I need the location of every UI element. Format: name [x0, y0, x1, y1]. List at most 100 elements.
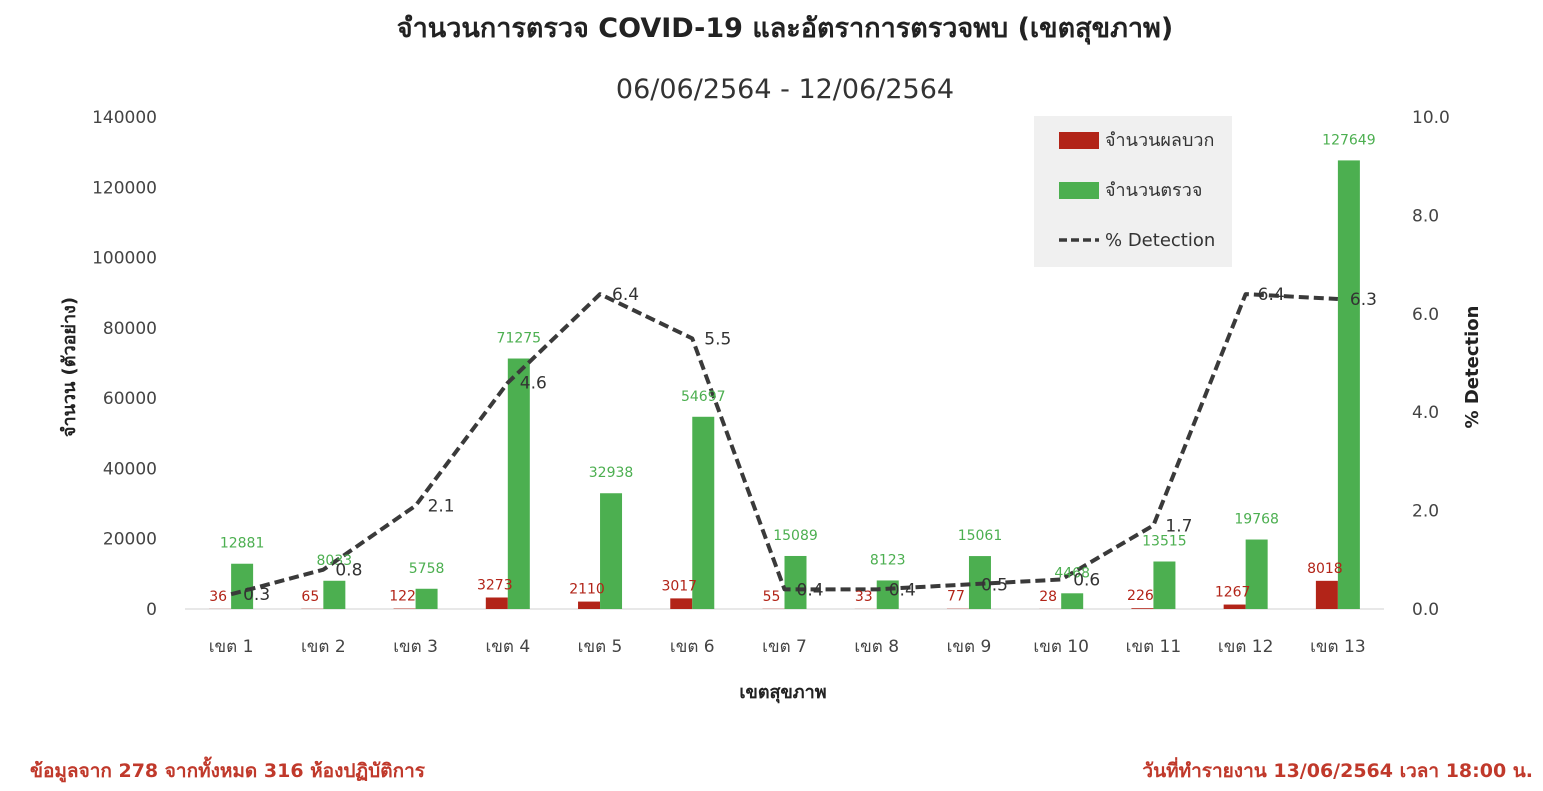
bar-positive [1223, 604, 1246, 609]
label-tested: 12881 [220, 536, 265, 552]
label-detection: 6.3 [1350, 290, 1377, 310]
y-tick-label: 20000 [103, 530, 157, 550]
legend: จำนวนผลบวก จำนวนตรวจ % Detection [1034, 116, 1232, 267]
category-label: เขต 3 [393, 637, 438, 657]
label-tested: 5758 [409, 561, 445, 577]
chart-subtitle: 06/06/2564 - 12/06/2564 [616, 74, 954, 105]
bar-tested [507, 358, 530, 609]
label-detection: 2.1 [428, 497, 455, 517]
label-detection: 0.5 [981, 575, 1008, 595]
bar-positive [578, 601, 601, 609]
left-axis: 0 20000 40000 60000 80000 100000 120000 140000 [92, 108, 157, 620]
label-tested: 19768 [1234, 512, 1279, 528]
category-label: เขต 11 [1126, 637, 1182, 657]
label-positive: 55 [763, 589, 781, 605]
label-positive: 226 [1127, 588, 1154, 604]
legend-swatch-tested [1059, 182, 1099, 199]
y-axis-title: จำนวน (ตัวอย่าง) [59, 297, 80, 437]
data-labels: 36 12881 65 8033 122 5758 3273 71275 2110 32938 30… [209, 132, 1377, 605]
y-tick-label: 140000 [92, 108, 157, 128]
category-label: เขต 1 [209, 637, 254, 657]
bar-tested [1061, 593, 1084, 609]
label-positive: 33 [855, 589, 873, 605]
y-tick-label: 120000 [92, 178, 157, 198]
y2-tick-label: 2.0 [1412, 502, 1439, 522]
chart: จำนวนการตรวจ COVID-19 และอัตราการตรวจพบ … [59, 13, 1483, 704]
label-positive: 8018 [1307, 561, 1343, 577]
label-positive: 77 [947, 589, 965, 605]
bar-positive [670, 598, 693, 609]
footer-source-note: ข้อมูลจาก 278 จากทั้งหมด 316 ห้องปฏิบัติ… [30, 760, 425, 782]
category-label: เขต 9 [947, 637, 992, 657]
category-label: เขต 5 [578, 637, 623, 657]
label-tested: 4468 [1054, 565, 1090, 581]
label-positive: 36 [209, 589, 227, 605]
label-positive: 3273 [477, 577, 513, 593]
category-label: เขต 12 [1218, 637, 1274, 657]
category-label: เขต 7 [762, 637, 807, 657]
y-tick-label: 0 [146, 600, 157, 620]
legend-label-tested: จำนวนตรวจ [1105, 180, 1202, 201]
label-detection: 0.4 [797, 580, 824, 600]
label-tested: 15061 [958, 528, 1003, 544]
detection-line-path [230, 292, 1338, 597]
category-labels: เขต 1 เขต 2 เขต 3 เขต 4 เขต 5 เขต 6 เขต 7 เขต 8… [209, 637, 1366, 657]
label-tested: 8033 [317, 553, 353, 569]
y2-tick-label: 6.0 [1412, 305, 1439, 325]
bar-positive [1315, 580, 1338, 609]
category-label: เขต 8 [854, 637, 899, 657]
detection-line [230, 292, 1338, 597]
bar-tested [692, 416, 715, 609]
label-tested: 127649 [1322, 132, 1375, 148]
label-positive: 122 [389, 589, 416, 605]
y2-tick-label: 4.0 [1412, 403, 1439, 423]
legend-label-detection: % Detection [1105, 230, 1215, 251]
label-tested: 54697 [681, 389, 726, 405]
label-positive: 1267 [1215, 585, 1251, 601]
bar-tested [784, 555, 807, 609]
bar-tested [1153, 561, 1176, 609]
label-tested: 8123 [870, 552, 906, 568]
bar-tested [415, 588, 438, 609]
label-detection: 6.4 [1258, 285, 1285, 305]
label-positive: 3017 [661, 578, 697, 594]
label-detection: 5.5 [704, 329, 731, 349]
label-positive: 65 [301, 589, 319, 605]
category-label: เขต 13 [1310, 637, 1366, 657]
chart-title: จำนวนการตรวจ COVID-19 และอัตราการตรวจพบ … [397, 13, 1173, 45]
label-tested: 71275 [497, 331, 542, 347]
bar-tested [323, 580, 346, 609]
y-tick-label: 60000 [103, 389, 157, 409]
category-label: เขต 10 [1033, 637, 1089, 657]
category-label: เขต 2 [301, 637, 346, 657]
bar-tested [231, 563, 254, 609]
legend-swatch-positive [1059, 132, 1099, 149]
right-axis: 0.0 2.0 4.0 6.0 8.0 10.0 [1412, 108, 1450, 620]
y2-tick-label: 10.0 [1412, 108, 1450, 128]
x-axis-title: เขตสุขภาพ [739, 682, 826, 704]
legend-label-positive: จำนวนผลบวก [1105, 130, 1214, 151]
y2-tick-label: 8.0 [1412, 206, 1439, 226]
bar-tested [600, 493, 623, 609]
category-label: เขต 4 [485, 637, 530, 657]
bar-positive [485, 597, 508, 609]
label-tested: 13515 [1142, 534, 1187, 550]
label-tested: 15089 [773, 528, 818, 544]
category-label: เขต 6 [670, 637, 715, 657]
label-detection: 6.4 [612, 285, 639, 305]
y-tick-label: 80000 [103, 319, 157, 339]
label-detection: 4.6 [520, 374, 547, 394]
y-tick-label: 40000 [103, 459, 157, 479]
label-tested: 32938 [589, 465, 634, 481]
y-tick-label: 100000 [92, 249, 157, 269]
bar-tested [1245, 539, 1268, 609]
label-detection: 1.7 [1165, 516, 1192, 536]
label-positive: 28 [1039, 589, 1057, 605]
bar-tested [1337, 160, 1360, 609]
label-detection: 0.3 [243, 585, 270, 605]
label-detection: 0.6 [1073, 570, 1100, 590]
label-positive: 2110 [569, 582, 605, 598]
y2-axis-title: % Detection [1462, 306, 1483, 429]
y2-tick-label: 0.0 [1412, 600, 1439, 620]
footer-report-date: วันที่ทำรายงาน 13/06/2564 เวลา 18:00 น. [1142, 760, 1533, 782]
